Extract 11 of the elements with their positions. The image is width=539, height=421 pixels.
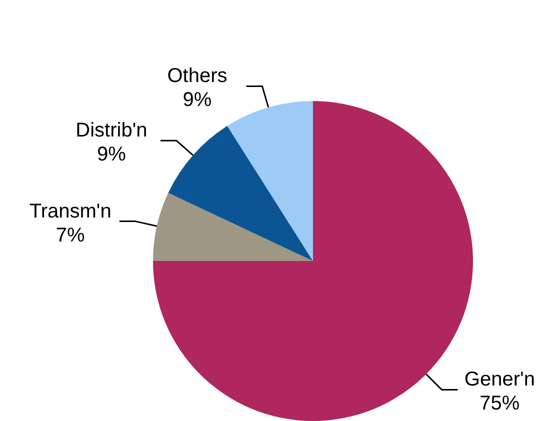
- slice-label: Distrib'n: [76, 120, 148, 142]
- pie-slice: [153, 192, 313, 261]
- slice-label: Transm'n: [29, 200, 112, 222]
- slice-label: Gener'n: [464, 368, 535, 391]
- data-label: 7%: [56, 224, 86, 246]
- data-label: 75%: [480, 392, 520, 415]
- pie-slice: [168, 126, 313, 261]
- data-label: 9%: [97, 144, 126, 166]
- slice-label: Others: [167, 65, 228, 88]
- pie-slice: [227, 101, 313, 261]
- data-label: 9%: [182, 89, 212, 112]
